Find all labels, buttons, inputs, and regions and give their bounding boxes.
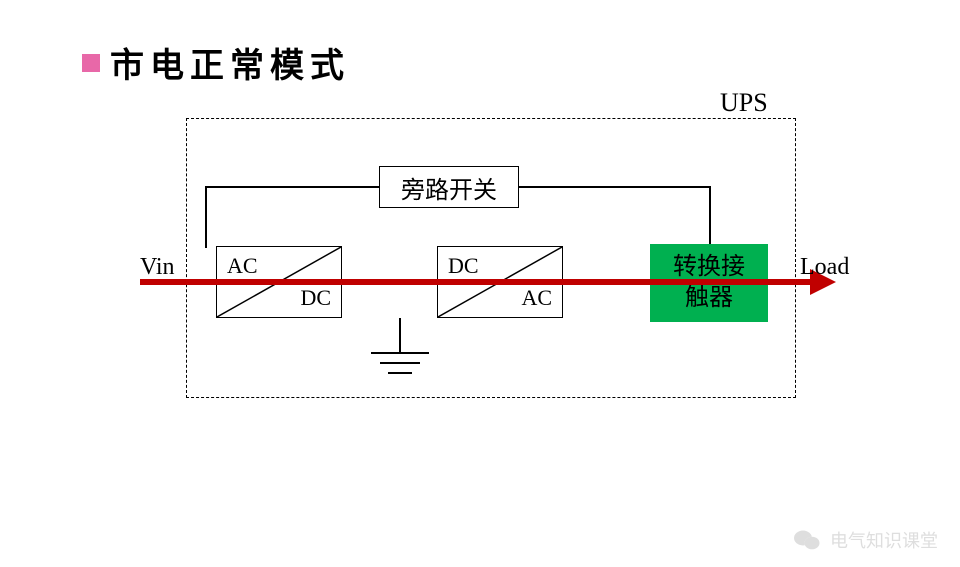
title-text: 市电正常模式 xyxy=(110,38,350,87)
ground-bar2 xyxy=(380,362,420,364)
rectifier-top-label: AC xyxy=(227,253,258,279)
node-bypass: 旁路开关 xyxy=(379,166,519,208)
rectifier-bottom-label: DC xyxy=(300,285,331,311)
wechat-icon xyxy=(794,529,820,551)
ground-stem xyxy=(399,318,401,352)
watermark-text: 电气知识课堂 xyxy=(830,527,938,553)
wire-bypass-left xyxy=(205,186,380,188)
bullet-icon xyxy=(82,54,100,72)
ground-bar3 xyxy=(388,372,412,374)
wire-bypass-down xyxy=(709,186,711,246)
power-flow-arrow xyxy=(140,279,810,285)
inverter-top-label: DC xyxy=(448,253,479,279)
ground-bar1 xyxy=(371,352,429,354)
node-bypass-label: 旁路开关 xyxy=(401,170,497,205)
switch-label-line2: 触器 xyxy=(685,283,733,314)
inverter-bottom-label: AC xyxy=(521,285,552,311)
ups-label: UPS xyxy=(720,88,768,118)
wire-bypass-right xyxy=(518,186,710,188)
wire-left-vertical xyxy=(205,186,207,248)
load-label: Load xyxy=(800,254,849,281)
diagram-canvas: 市电正常模式 UPS 旁路开关 AC DC DC AC 转换接 触器 Vin xyxy=(0,0,960,567)
vin-label: Vin xyxy=(140,254,175,281)
watermark: 电气知识课堂 xyxy=(794,527,938,553)
title-row: 市电正常模式 xyxy=(82,38,350,87)
